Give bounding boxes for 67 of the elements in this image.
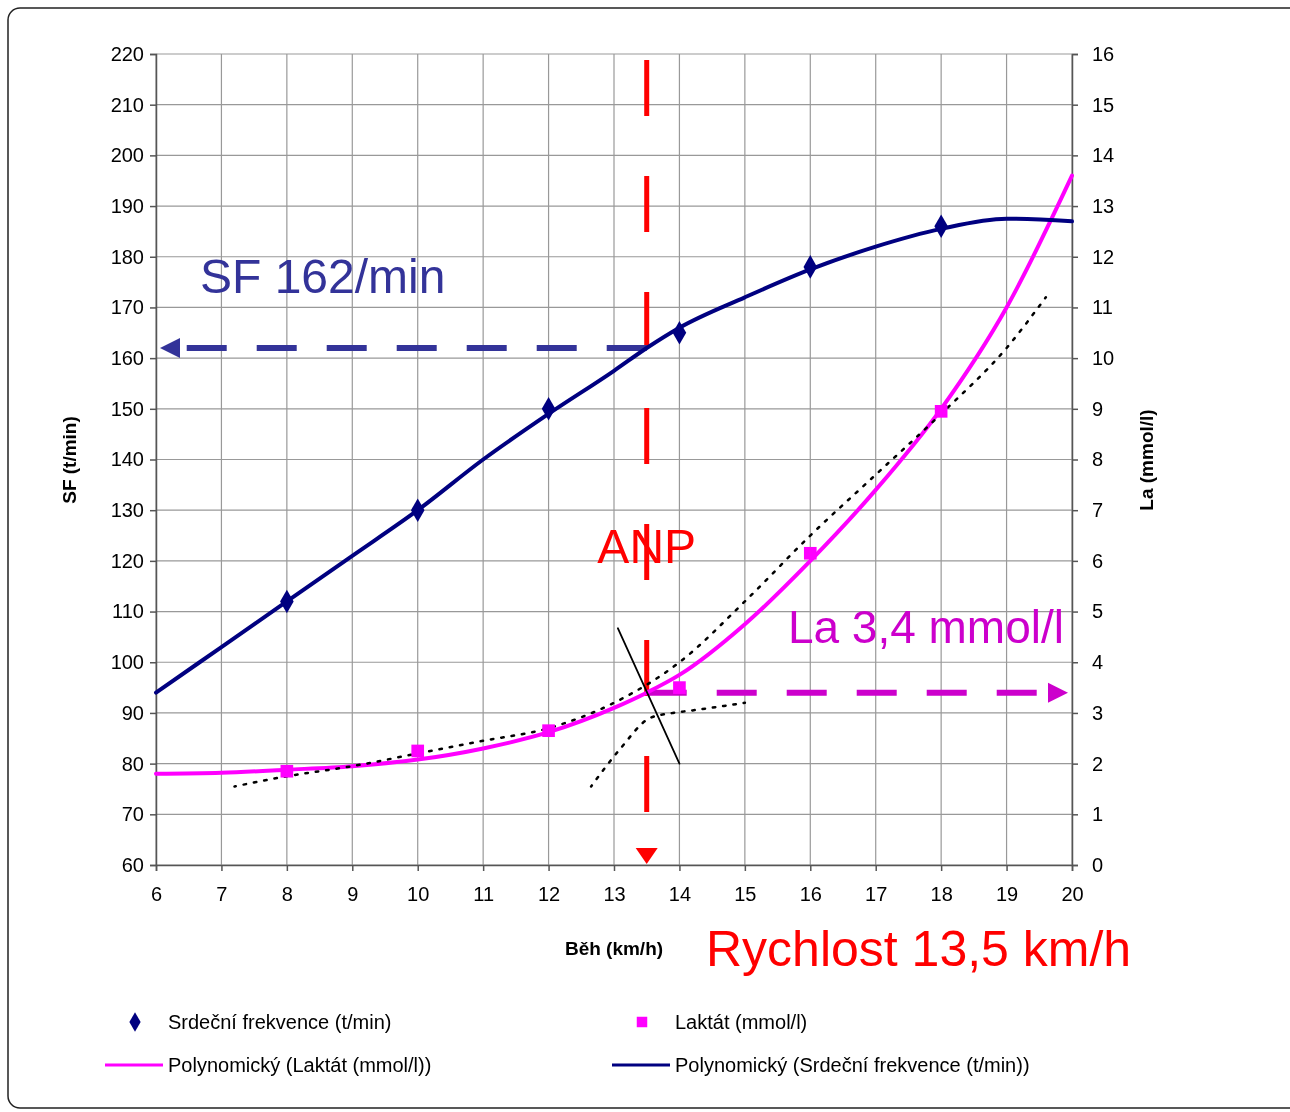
- x-axis-title: Běh (km/h): [564, 938, 664, 959]
- line-series: [154, 216, 1074, 695]
- legend-label: Polynomický (Laktát (mmol/l)): [168, 1054, 432, 1076]
- y2-tick-label: 16: [1092, 42, 1115, 65]
- y2-tick-label: 9: [1092, 397, 1104, 420]
- y-tick-label: 210: [110, 93, 144, 116]
- y2-tick-label: 13: [1092, 194, 1115, 217]
- y-tick-label: 80: [121, 752, 144, 775]
- point: [934, 405, 948, 418]
- y-tick-label: 60: [121, 853, 144, 876]
- y2-tick-label: 7: [1092, 499, 1104, 522]
- ref-line-label: Rychlost 13,5 km/h: [706, 921, 1132, 977]
- x-tick-label: 18: [930, 883, 953, 906]
- y2-axis-title: La (mmol/l): [1136, 409, 1157, 511]
- y2-tick-label: 15: [1092, 93, 1115, 116]
- legend-label: Srdeční frekvence (t/min): [168, 1011, 392, 1033]
- x-tick-label: 6: [150, 883, 163, 906]
- x-tick-label: 10: [407, 883, 430, 906]
- y-axis-title: SF (t/min): [59, 416, 80, 504]
- y-tick-label: 170: [110, 296, 144, 319]
- legend-label: Laktát (mmol/l): [675, 1011, 808, 1033]
- point: [542, 724, 555, 737]
- x-tick-label: 17: [865, 883, 888, 906]
- y2-tick-label: 5: [1092, 600, 1104, 623]
- x-tick-label: 16: [799, 883, 822, 906]
- y2-tick-label: 3: [1092, 701, 1104, 724]
- x-tick-label: 15: [734, 883, 757, 906]
- y2-tick-label: 1: [1092, 803, 1104, 826]
- x-tick-label: 12: [537, 883, 561, 906]
- x-tick-label: 13: [603, 883, 626, 906]
- y-tick-label: 180: [110, 245, 144, 268]
- x-tick-label: 20: [1061, 883, 1084, 906]
- y2-tick-label: 8: [1092, 448, 1104, 471]
- y2-tick-label: 2: [1092, 752, 1104, 775]
- y2-tick-label: 14: [1092, 144, 1115, 167]
- y2-tick-label: 10: [1092, 347, 1115, 370]
- x-tick-label: 9: [347, 883, 359, 906]
- y-tick-label: 130: [110, 499, 144, 522]
- point: [411, 744, 425, 758]
- x-tick-label: 14: [668, 883, 692, 906]
- ref-line-label: SF 162/min: [200, 249, 446, 303]
- y2-tick-label: 11: [1092, 296, 1113, 319]
- y2-tick-label: 12: [1092, 245, 1115, 268]
- y-tick-label: 220: [110, 42, 144, 65]
- point: [803, 546, 817, 560]
- y-tick-label: 200: [110, 144, 144, 167]
- point: [280, 764, 294, 778]
- y-tick-label: 120: [110, 549, 144, 572]
- y-tick-label: 110: [112, 600, 144, 623]
- x-tick-label: 8: [281, 883, 293, 906]
- y-tick-label: 90: [121, 701, 144, 724]
- y-tick-label: 160: [110, 347, 144, 370]
- x-tick-label: 11: [473, 883, 495, 906]
- y2-tick-label: 6: [1092, 549, 1104, 572]
- ref-line-label: La 3,4 mmol/l: [787, 600, 1064, 653]
- point: [673, 681, 686, 694]
- y-tick-label: 70: [121, 803, 144, 826]
- y-tick-label: 190: [110, 194, 144, 217]
- legend-label: Polynomický (Srdeční frekvence (t/min)): [675, 1054, 1030, 1076]
- x-tick-label: 19: [995, 883, 1019, 906]
- y-tick-label: 100: [110, 651, 144, 674]
- y-tick-label: 140: [110, 448, 144, 471]
- y-tick-label: 150: [110, 397, 144, 420]
- y2-tick-label: 4: [1092, 651, 1104, 674]
- line-series: [154, 173, 1074, 776]
- y2-tick-label: 0: [1092, 853, 1104, 876]
- x-tick-label: 7: [216, 883, 228, 906]
